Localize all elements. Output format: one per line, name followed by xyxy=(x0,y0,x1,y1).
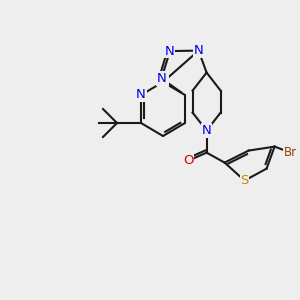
Text: N: N xyxy=(194,44,203,57)
Text: N: N xyxy=(165,45,175,58)
Text: N: N xyxy=(157,72,166,85)
Text: S: S xyxy=(240,174,249,187)
Text: N: N xyxy=(136,88,146,101)
Text: N: N xyxy=(202,124,212,137)
Text: O: O xyxy=(183,154,194,167)
Text: N: N xyxy=(158,76,168,88)
Text: Br: Br xyxy=(284,146,297,159)
